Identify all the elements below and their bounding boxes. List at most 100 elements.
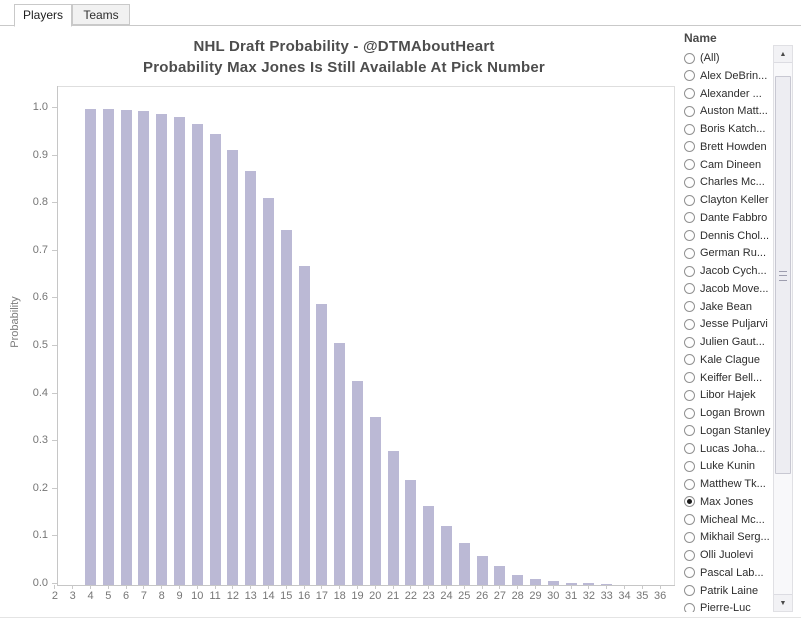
player-radio-option[interactable]: Pascal Lab... bbox=[682, 564, 773, 582]
bar-pick-17[interactable] bbox=[316, 304, 328, 585]
bar-pick-27[interactable] bbox=[494, 566, 506, 585]
bar-pick-7[interactable] bbox=[138, 111, 150, 585]
bar-pick-31[interactable] bbox=[565, 583, 577, 585]
bar-pick-12[interactable] bbox=[227, 150, 239, 585]
bar-pick-23[interactable] bbox=[423, 506, 435, 585]
player-radio-option[interactable]: Charles Mc... bbox=[682, 173, 773, 191]
bar-pick-16[interactable] bbox=[298, 266, 310, 585]
bar-pick-26[interactable] bbox=[476, 556, 488, 585]
player-radio-option[interactable]: Dennis Chol... bbox=[682, 227, 773, 245]
bar-pick-25[interactable] bbox=[458, 543, 470, 585]
player-radio-option[interactable]: Clayton Keller bbox=[682, 191, 773, 209]
player-radio-option[interactable]: Jake Bean bbox=[682, 298, 773, 316]
bar-pick-32[interactable] bbox=[583, 583, 595, 585]
radio-icon[interactable] bbox=[684, 141, 695, 153]
player-radio-option[interactable]: Logan Brown bbox=[682, 404, 773, 422]
radio-icon[interactable] bbox=[684, 372, 695, 383]
player-radio-option[interactable]: Jacob Move... bbox=[682, 280, 773, 298]
player-radio-option[interactable]: Jacob Cych... bbox=[682, 262, 773, 280]
bar-pick-10[interactable] bbox=[191, 124, 203, 585]
radio-icon[interactable] bbox=[684, 230, 695, 241]
player-radio-option[interactable]: Keiffer Bell... bbox=[682, 369, 773, 387]
scroll-down-icon[interactable]: ▼ bbox=[774, 594, 792, 611]
bar-pick-20[interactable] bbox=[369, 417, 381, 585]
player-radio-option[interactable]: (All) bbox=[682, 49, 773, 67]
player-radio-option[interactable]: Micheal Mc... bbox=[682, 511, 773, 529]
bar-pick-19[interactable] bbox=[352, 381, 363, 585]
filter-scrollbar[interactable]: ▲ ▼ bbox=[773, 45, 793, 612]
radio-icon[interactable] bbox=[684, 389, 695, 401]
radio-icon[interactable] bbox=[684, 318, 695, 330]
radio-selected-icon[interactable] bbox=[684, 496, 695, 508]
radio-icon[interactable] bbox=[684, 105, 695, 117]
player-radio-option[interactable]: Matthew Tk... bbox=[682, 475, 773, 493]
player-radio-option[interactable]: Alexander ... bbox=[682, 85, 773, 103]
player-radio-option[interactable]: Lucas Joha... bbox=[682, 440, 773, 458]
bar-pick-15[interactable] bbox=[280, 230, 292, 585]
radio-icon[interactable] bbox=[684, 247, 695, 259]
radio-icon[interactable] bbox=[684, 336, 695, 348]
player-radio-option[interactable]: Kale Clague bbox=[682, 351, 773, 369]
bar-pick-4[interactable] bbox=[85, 109, 96, 585]
radio-icon[interactable] bbox=[684, 212, 695, 224]
radio-icon[interactable] bbox=[684, 478, 695, 490]
bar-pick-14[interactable] bbox=[263, 198, 274, 585]
player-radio-option[interactable]: Auston Matt... bbox=[682, 102, 773, 120]
radio-icon[interactable] bbox=[684, 602, 695, 612]
player-radio-option[interactable]: Jesse Puljarvi bbox=[682, 315, 773, 333]
radio-icon[interactable] bbox=[684, 531, 695, 543]
bar-pick-13[interactable] bbox=[245, 171, 257, 585]
scroll-up-icon[interactable]: ▲ bbox=[774, 46, 792, 63]
player-radio-option[interactable]: Cam Dineen bbox=[682, 156, 773, 174]
bar-pick-28[interactable] bbox=[512, 575, 524, 585]
bar-pick-9[interactable] bbox=[174, 117, 185, 585]
radio-icon[interactable] bbox=[684, 265, 695, 277]
player-radio-option[interactable]: Julien Gaut... bbox=[682, 333, 773, 351]
bar-pick-21[interactable] bbox=[387, 451, 399, 585]
bar-pick-33[interactable] bbox=[601, 584, 613, 585]
player-radio-option[interactable]: Pierre-Luc bbox=[682, 599, 773, 612]
radio-icon[interactable] bbox=[684, 549, 695, 561]
bar-pick-30[interactable] bbox=[547, 581, 559, 585]
tab-players[interactable]: Players bbox=[14, 4, 72, 27]
radio-icon[interactable] bbox=[684, 514, 695, 525]
radio-icon[interactable] bbox=[684, 70, 695, 82]
radio-icon[interactable] bbox=[684, 567, 695, 579]
player-radio-option[interactable]: Dante Fabbro bbox=[682, 209, 773, 227]
bar-pick-11[interactable] bbox=[209, 134, 221, 585]
radio-icon[interactable] bbox=[684, 425, 695, 437]
radio-icon[interactable] bbox=[684, 52, 695, 64]
radio-icon[interactable] bbox=[684, 194, 695, 206]
bar-pick-22[interactable] bbox=[405, 480, 417, 585]
radio-icon[interactable] bbox=[684, 585, 695, 596]
player-radio-option[interactable]: Logan Stanley bbox=[682, 422, 773, 440]
player-radio-option[interactable]: Libor Hajek bbox=[682, 386, 773, 404]
radio-icon[interactable] bbox=[684, 354, 695, 366]
bar-pick-8[interactable] bbox=[156, 114, 168, 585]
scrollbar-thumb[interactable] bbox=[775, 76, 791, 474]
radio-icon[interactable] bbox=[684, 301, 695, 312]
player-radio-option[interactable]: Boris Katch... bbox=[682, 120, 773, 138]
radio-icon[interactable] bbox=[684, 407, 695, 419]
player-radio-option[interactable]: Max Jones bbox=[682, 493, 773, 511]
radio-icon[interactable] bbox=[684, 460, 695, 472]
player-radio-option[interactable]: Olli Juolevi bbox=[682, 546, 773, 564]
radio-icon[interactable] bbox=[684, 283, 695, 295]
bar-pick-5[interactable] bbox=[102, 109, 114, 585]
player-radio-option[interactable]: Brett Howden bbox=[682, 138, 773, 156]
bar-pick-24[interactable] bbox=[441, 526, 452, 585]
bar-pick-6[interactable] bbox=[120, 110, 132, 585]
bar-pick-29[interactable] bbox=[530, 579, 541, 585]
radio-icon[interactable] bbox=[684, 443, 695, 454]
radio-icon[interactable] bbox=[684, 123, 695, 135]
player-radio-option[interactable]: Patrik Laine bbox=[682, 582, 773, 600]
radio-icon[interactable] bbox=[684, 88, 695, 99]
player-radio-option[interactable]: Mikhail Serg... bbox=[682, 528, 773, 546]
tab-teams[interactable]: Teams bbox=[72, 4, 130, 25]
player-radio-option[interactable]: Luke Kunin bbox=[682, 457, 773, 475]
player-radio-option[interactable]: German Ru... bbox=[682, 244, 773, 262]
radio-icon[interactable] bbox=[684, 176, 695, 188]
bar-pick-18[interactable] bbox=[334, 343, 346, 585]
radio-icon[interactable] bbox=[684, 159, 695, 170]
player-radio-option[interactable]: Alex DeBrin... bbox=[682, 67, 773, 85]
